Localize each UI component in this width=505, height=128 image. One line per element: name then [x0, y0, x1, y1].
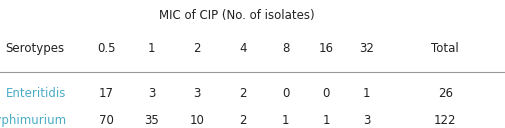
Text: 3: 3: [148, 87, 155, 100]
Text: 26: 26: [437, 87, 452, 100]
Text: Serotypes: Serotypes: [5, 42, 64, 55]
Text: 70: 70: [98, 114, 114, 127]
Text: 1: 1: [148, 42, 155, 55]
Text: 0: 0: [322, 87, 329, 100]
Text: Total: Total: [431, 42, 458, 55]
Text: 1: 1: [363, 87, 370, 100]
Text: Enteritidis: Enteritidis: [6, 87, 66, 100]
Text: 2: 2: [193, 42, 200, 55]
Text: 2: 2: [239, 114, 246, 127]
Text: 32: 32: [359, 42, 374, 55]
Text: Typhimurium: Typhimurium: [0, 114, 66, 127]
Text: 16: 16: [318, 42, 333, 55]
Text: 10: 10: [189, 114, 205, 127]
Text: 1: 1: [282, 114, 289, 127]
Text: 1: 1: [322, 114, 329, 127]
Text: 0.5: 0.5: [97, 42, 115, 55]
Text: 17: 17: [98, 87, 114, 100]
Text: 3: 3: [193, 87, 200, 100]
Text: 0: 0: [282, 87, 289, 100]
Text: 4: 4: [239, 42, 246, 55]
Text: 8: 8: [282, 42, 289, 55]
Text: 3: 3: [363, 114, 370, 127]
Text: MIC of CIP (No. of isolates): MIC of CIP (No. of isolates): [159, 9, 314, 22]
Text: 122: 122: [433, 114, 456, 127]
Text: 2: 2: [239, 87, 246, 100]
Text: 35: 35: [144, 114, 159, 127]
